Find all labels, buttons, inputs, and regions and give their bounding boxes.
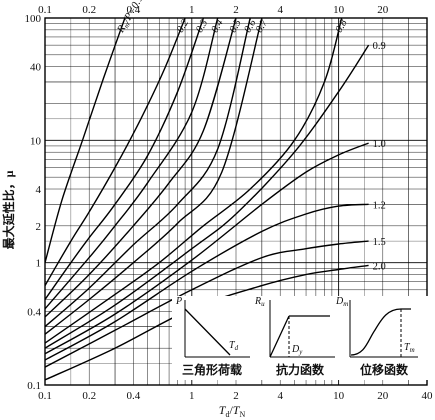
y-tick-label: 1 xyxy=(36,258,42,270)
inset-triangle-axis: P xyxy=(175,296,182,307)
y-tick-label: 0.1 xyxy=(27,380,41,392)
param-prefix-sub: m xyxy=(122,21,131,29)
x-tick-label-top: 0.2 xyxy=(82,4,96,16)
inset-triangle-end: T xyxy=(229,340,236,351)
svg-text:Td: Td xyxy=(229,340,239,352)
param-value: 0.1 xyxy=(130,0,146,11)
x-tick-label-bottom: 1 xyxy=(189,390,195,402)
x-tick-label-top: 0.1 xyxy=(38,4,52,16)
svg-text:Ru: Ru xyxy=(254,296,265,308)
curve-series-0.1 xyxy=(45,18,126,263)
curve-series-0.6 xyxy=(45,18,251,328)
curve-series-0.2 xyxy=(45,18,186,286)
curve-label-1.5: 1.5 xyxy=(373,237,386,248)
inset-displacement-axis: D xyxy=(335,296,344,307)
inset-displacement-axis-sub: m xyxy=(343,300,348,308)
inset-triangle-end-sub: d xyxy=(235,344,239,352)
curve-series-0.9 xyxy=(45,44,370,349)
curve-series-0.7 xyxy=(45,18,263,335)
inset-resistance-axis: R xyxy=(254,296,261,307)
axis-ticks: 0.1 0.2 0.4 1 2 4 10 20 40 0.1 0.2 0.4 1 2 4 10 20 100 40 1… xyxy=(25,4,434,402)
inset-displacement-caption: 位移函数 xyxy=(360,362,409,377)
plot-frame xyxy=(44,17,428,386)
y-tick-label: 40 xyxy=(30,62,42,74)
inset-resistance-function: Ru Dy 抗力函数 xyxy=(254,296,335,377)
y-tick-label: 100 xyxy=(25,13,42,25)
svg-text:Dy: Dy xyxy=(291,344,303,356)
curve-label-group-0.8: 0.8 xyxy=(334,17,350,35)
x-tick-label-top: 2 xyxy=(233,4,239,16)
curve-series-1.2 xyxy=(45,203,369,361)
inset-displacement-function: Dm Tm 位移函数 xyxy=(335,296,418,377)
x-tick-label-bottom: 0.2 xyxy=(82,390,96,402)
inset-resistance-axis-sub: u xyxy=(261,300,265,308)
inset-resistance-yield-sub: y xyxy=(298,348,303,356)
x-tick-label-top: 20 xyxy=(377,4,389,16)
curve-label-0.5: 0.5 xyxy=(228,18,244,35)
y-axis-label: 最大延性比，μ xyxy=(1,170,16,249)
curve-series-0.3 xyxy=(45,18,205,300)
curve-label-0.9: 0.9 xyxy=(373,41,386,52)
curve-series-0.4 xyxy=(45,18,219,310)
curve-label-0.3: 0.3 xyxy=(194,18,210,35)
x-tick-label-top: 0.4 xyxy=(127,4,141,16)
curve-label-0.8: 0.8 xyxy=(334,17,350,35)
x-axis-label: Td/TN xyxy=(219,403,246,419)
curve-series-1.0 xyxy=(45,142,369,355)
inset-triangle-load: P Td 三角形荷载 xyxy=(172,296,428,380)
x-tick-label-bottom: 0.4 xyxy=(127,390,141,402)
x-axis-label-num: T xyxy=(219,403,227,417)
x-tick-label-top: 1 xyxy=(189,4,195,16)
x-tick-label-bottom: 4 xyxy=(277,390,283,402)
x-tick-label-bottom: 2 xyxy=(233,390,239,402)
x-tick-label-top: 10 xyxy=(333,4,345,16)
curve-series-0.5 xyxy=(45,18,237,318)
y-tick-label: 4 xyxy=(36,184,42,196)
curve-series-0.8 xyxy=(45,18,343,344)
inset-displacement-time: T xyxy=(404,342,411,353)
curve-label-2.0: 2.0 xyxy=(373,261,386,272)
inset-resistance-caption: 抗力函数 xyxy=(276,362,325,377)
x-axis-label-den: T xyxy=(233,403,241,417)
curve-label-group-0.7: 0.7 xyxy=(254,17,270,35)
svg-text:Tm: Tm xyxy=(404,342,415,354)
y-tick-label: 2 xyxy=(36,221,42,233)
curve-group xyxy=(45,18,370,381)
curve-label-group-0.4: 0.4 xyxy=(210,17,226,35)
y-tick-label: 10 xyxy=(30,135,42,147)
svg-text:Dm: Dm xyxy=(335,296,348,308)
y-tick-label: 0.4 xyxy=(27,306,41,318)
x-tick-label-bottom: 0.1 xyxy=(38,390,52,402)
curve-label-group-0.5: 0.5 xyxy=(228,18,244,35)
x-tick-label-bottom: 20 xyxy=(377,390,389,402)
curve-label-0.7: 0.7 xyxy=(254,17,270,35)
x-tick-label-top: 4 xyxy=(277,4,283,16)
x-tick-label-bottom: 10 xyxy=(333,390,345,402)
curve-label-1.2: 1.2 xyxy=(373,200,386,211)
inset-displacement-time-sub: m xyxy=(410,346,415,354)
curve-label-group-0.3: 0.3 xyxy=(194,18,210,35)
curve-label-1.0: 1.0 xyxy=(373,139,386,150)
curve-series: Rm/P=0.10.2 0.3 0.4 0.50.60.7 0.80.91.01.21.… xyxy=(45,0,386,381)
inset-resistance-yield: D xyxy=(291,344,300,355)
inset-triangle-caption: 三角形荷载 xyxy=(182,362,242,377)
x-axis-label-num-sub: d xyxy=(225,410,229,419)
curve-series-2.0 xyxy=(45,264,369,381)
curve-series-1.5 xyxy=(45,240,369,368)
curve-label-0.4: 0.4 xyxy=(210,17,226,35)
x-axis-label-den-sub: N xyxy=(239,410,245,419)
x-tick-label-bottom: 40 xyxy=(422,390,434,402)
